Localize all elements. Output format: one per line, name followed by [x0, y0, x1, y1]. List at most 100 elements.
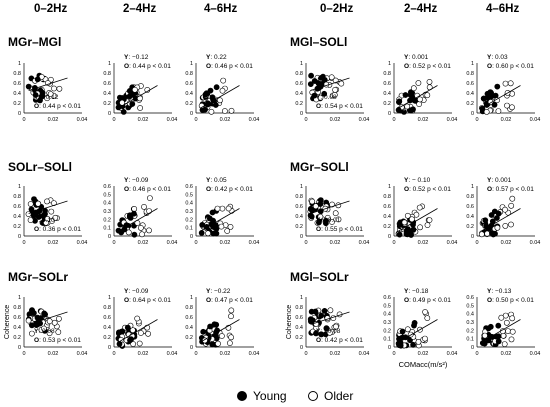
panel-6-ytick: 0.2 — [13, 224, 21, 230]
panel-3-ytick: 0.6 — [295, 81, 303, 87]
panel-12-ytick: 0.4 — [13, 325, 21, 331]
panel-1-young-point — [126, 93, 133, 100]
panel-5-stat-value: : 0.60 p < 0.01 — [492, 63, 534, 70]
band-header-0-2hz-left: 0–2Hz — [34, 3, 68, 15]
panel-1-xtick: 0 — [112, 117, 115, 123]
panel-16-ytick: 0.4 — [383, 312, 391, 318]
panel-2-xtick: 0.02 — [220, 117, 231, 123]
panel-13-older-point — [129, 327, 136, 333]
panel-9-young-point — [307, 205, 314, 212]
panel-16-young-point — [397, 342, 404, 349]
panel-5-young-point — [488, 93, 495, 100]
panel-17-stat-value: : 0.50 p < 0.01 — [492, 297, 534, 304]
panel-9-young-point — [317, 201, 324, 207]
panel-16-older-point — [424, 315, 431, 321]
panel-6-young-point — [31, 212, 37, 219]
panel-10-young-point — [408, 232, 414, 238]
panel-13-ytick: 0 — [108, 345, 111, 351]
panel-15-older-point — [327, 307, 334, 314]
panel-10-stat-value: : − 0.10 — [408, 177, 430, 184]
panel-9-ytick: 1 — [300, 184, 303, 190]
panel-11-young-point — [489, 230, 495, 237]
panel-2-older-point — [217, 97, 223, 104]
panel-13-older-point — [137, 330, 144, 336]
panel-0-stat-y: Y: −0.12 — [34, 94, 59, 101]
panel-5-xtick: 0 — [475, 117, 478, 123]
panel-7-young-point — [131, 231, 138, 238]
panel-17-stat-label: Y — [487, 288, 492, 295]
panel-11-xtick: 0.02 — [501, 240, 512, 246]
panel-0-ytick: 1 — [18, 61, 21, 67]
panel-16-young-point — [398, 334, 405, 341]
panel-10-young-point — [404, 226, 411, 232]
panel-14-young-point — [213, 321, 220, 328]
panel-6-older-point — [43, 219, 49, 226]
panel-2-ytick: 0 — [190, 111, 193, 117]
panel-6-older-point — [35, 200, 41, 207]
panel-6-ytick: 0.4 — [13, 214, 21, 220]
band-header-2-4hz-left: 2–4Hz — [123, 3, 157, 15]
panel-3-trend-line — [310, 77, 350, 91]
panel-0-older-point — [47, 91, 54, 97]
pair-title-mgl-soll: MGl–SOLl — [290, 35, 348, 49]
panel-17-stat-label: O — [487, 297, 492, 304]
panel-8-xtick: 0.04 — [249, 240, 260, 246]
panel-15-stat-label: Y — [316, 328, 321, 335]
panel-5-older-point — [483, 109, 490, 115]
panel-16-young-point — [399, 328, 406, 335]
panel-15-ytick: 0.2 — [295, 335, 303, 341]
panel-15-stat-y: Y: −0.08 — [316, 328, 341, 335]
panel-12-ytick: 1 — [18, 295, 21, 301]
panel-7-ytick: 0.1 — [103, 226, 111, 232]
panel-14-older-point — [228, 307, 235, 314]
panel-14-young-point — [207, 323, 213, 330]
legend-older: Older — [308, 388, 353, 403]
panel-9-ytick: 0.8 — [295, 194, 303, 200]
panel-1-trend-line — [118, 85, 158, 109]
panel-16-older-point — [415, 338, 422, 345]
panel-9-xtick: 0.04 — [359, 240, 370, 246]
panel-8-ytick: 0.4 — [185, 201, 193, 207]
panel-9-older-point — [332, 210, 339, 217]
panel-11-ytick: 1 — [471, 184, 474, 190]
panel-15-stat-o: O: 0.42 p < 0.01 — [316, 337, 363, 344]
panel-5-older-point — [504, 102, 510, 109]
panel-15-older-point — [332, 323, 339, 330]
panel-16-young-point — [411, 319, 418, 326]
panel-13-stat-label: Y — [124, 288, 129, 295]
panel-5-stat-value: : 0.03 — [491, 54, 508, 61]
panel-0-young-point — [32, 92, 39, 98]
panel-14-xtick: 0 — [194, 351, 197, 357]
panel-10-stat-label: O — [404, 186, 409, 193]
panel-5-young-point — [491, 101, 498, 108]
panel-17-xtick: 0.04 — [530, 351, 541, 357]
band-header-2-4hz-right: 2–4Hz — [404, 3, 438, 15]
panel-7-older-point — [125, 229, 132, 236]
panel-6-ytick: 0.6 — [13, 204, 21, 210]
panel-11-stat-value: : 0.57 p < 0.01 — [492, 186, 534, 193]
panel-10-xtick: 0.02 — [418, 240, 429, 246]
panel-15-ytick: 0.6 — [295, 315, 303, 321]
panel-12-trend-line — [28, 311, 68, 325]
panel-8-ytick: 0.5 — [185, 192, 193, 198]
panel-15-xtick: 0.02 — [330, 351, 341, 357]
panel-12-older-point — [28, 330, 35, 337]
panel-0-older-point — [56, 85, 63, 92]
panel-12-ytick: 0.2 — [13, 335, 21, 341]
panel-14-older-point — [218, 333, 225, 339]
panel-12-stat-value: : 0.53 p < 0.01 — [39, 337, 81, 344]
panel-8-stat-value: : 0.05 — [210, 177, 227, 184]
panel-7-ytick: 0.3 — [103, 209, 111, 215]
panel-4-stat-label: Y — [404, 54, 409, 61]
panel-2-older-point — [219, 87, 226, 94]
panel-10-stat-y: Y: − 0.10 — [404, 177, 431, 184]
panel-15-stat-value: : −0.08 — [320, 328, 340, 335]
panel-7-older-point — [131, 205, 138, 212]
panel-10-xtick: 0.04 — [447, 240, 458, 246]
panel-2-older-point — [221, 108, 228, 114]
panel-11-stat-label: Y — [487, 177, 492, 184]
panel-0-xtick: 0.02 — [48, 117, 59, 123]
panel-9-ytick: 0.4 — [295, 214, 303, 220]
panel-2-ytick: 0.2 — [185, 101, 193, 107]
